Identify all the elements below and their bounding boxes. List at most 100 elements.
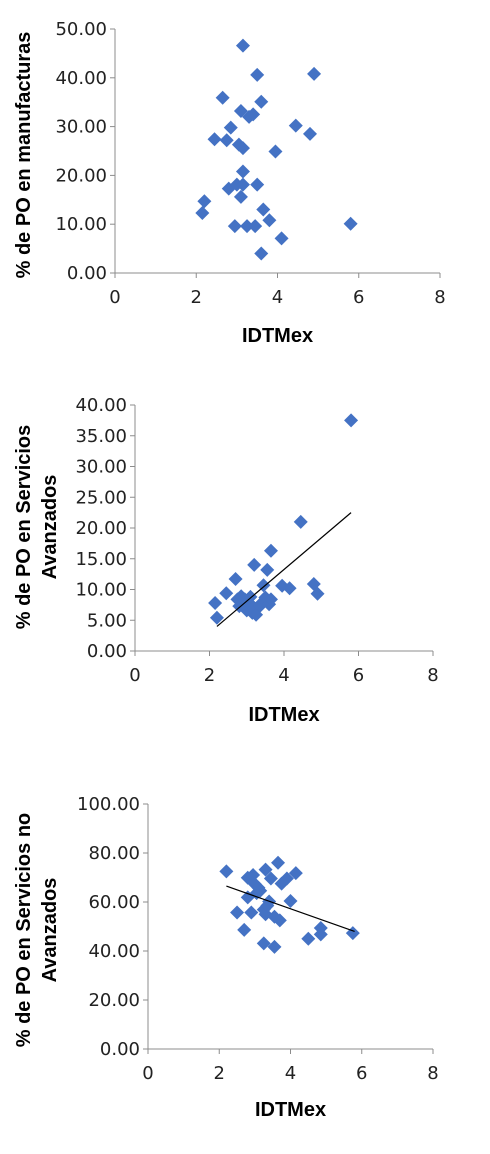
data-point-marker: [235, 177, 250, 192]
data-point-marker: [343, 216, 358, 231]
data-point-marker: [246, 107, 261, 122]
y-tick-label: 20.00: [75, 518, 127, 539]
data-point-marker: [260, 562, 275, 577]
data-point-marker: [235, 38, 250, 53]
y-axis-title: % de PO en Servicios no: [13, 813, 35, 1048]
x-axis-title: IDTMex: [255, 1099, 326, 1121]
y-tick-label: 10.00: [55, 214, 107, 235]
data-point-marker: [256, 936, 271, 951]
x-tick-label: 0: [142, 1063, 153, 1084]
data-point-marker: [228, 572, 243, 587]
data-point-marker: [283, 894, 298, 909]
y-tick-label: 0.00: [67, 263, 107, 284]
x-axis-title: IDTMex: [242, 325, 313, 347]
y-tick-label: 35.00: [75, 426, 127, 447]
data-point-marker: [256, 578, 271, 593]
data-point-marker: [288, 118, 303, 133]
data-point-marker: [253, 883, 268, 898]
x-tick-label: 6: [356, 1063, 367, 1084]
data-point-marker: [345, 926, 360, 941]
data-point-marker: [256, 202, 271, 217]
data-point-marker: [209, 610, 224, 625]
data-point-marker: [230, 905, 245, 920]
data-point-marker: [301, 931, 316, 946]
y-tick-label: 30.00: [55, 117, 107, 138]
data-point-marker: [240, 219, 255, 234]
data-point-marker: [293, 514, 308, 529]
x-tick-label: 0: [109, 287, 120, 308]
y-tick-label: 30.00: [75, 457, 127, 478]
data-point-marker: [244, 905, 259, 920]
y-tick-label: 10.00: [75, 580, 127, 601]
data-point-marker: [235, 164, 250, 179]
y-axis-title: Avanzados: [39, 878, 61, 983]
trend-line: [216, 512, 352, 627]
scatter-chart-3: 0.00 20.00 40.00 60.00 80.00 100.00 0 2 4 6 8 IDTMe…: [13, 794, 439, 1121]
data-point-marker: [262, 213, 277, 228]
x-tick-label: 6: [353, 665, 364, 686]
y-tick-label: 40.00: [88, 941, 140, 962]
x-tick-label: 4: [278, 665, 289, 686]
data-point-marker: [274, 231, 289, 246]
y-tick-label: 25.00: [75, 487, 127, 508]
data-point-marker: [227, 219, 242, 234]
data-point-marker: [219, 586, 234, 601]
data-point-marker: [271, 855, 286, 870]
y-axis-title: % de PO en manufacturas: [13, 32, 35, 279]
data-point-marker: [246, 868, 261, 883]
data-point-marker: [250, 67, 265, 82]
y-tick-label: 50.00: [55, 19, 107, 40]
x-tick-label: 2: [204, 665, 215, 686]
data-point-marker: [254, 94, 269, 109]
data-point-marker: [250, 177, 265, 192]
y-tick-label: 20.00: [55, 165, 107, 186]
data-point-marker: [307, 66, 322, 81]
scatter-chart-1: 0.00 10.00 20.00 30.00 40.00 50.00 0 2 4 6 8 IDTMex…: [13, 19, 446, 347]
data-point-marker: [313, 920, 328, 935]
data-point-marker: [197, 194, 212, 209]
data-point-marker: [303, 126, 317, 141]
data-point-marker: [233, 189, 248, 204]
data-point-marker: [272, 913, 287, 928]
data-point-marker: [219, 133, 234, 148]
x-tick-label: 4: [272, 287, 283, 308]
data-point-marker: [207, 132, 222, 147]
data-point-marker: [279, 871, 294, 886]
data-point-marker: [237, 922, 252, 937]
x-tick-label: 2: [214, 1063, 225, 1084]
x-tick-label: 6: [353, 287, 364, 308]
data-point-marker: [263, 543, 278, 558]
data-point-marker: [195, 205, 210, 220]
x-tick-label: 8: [427, 1063, 438, 1084]
y-tick-label: 15.00: [75, 549, 127, 570]
y-tick-label: 40.00: [55, 68, 107, 89]
x-tick-label: 8: [427, 665, 438, 686]
data-point-marker: [248, 219, 263, 234]
y-tick-label: 100.00: [77, 794, 140, 815]
x-tick-label: 0: [129, 665, 140, 686]
y-tick-label: 0.00: [87, 641, 127, 662]
data-point-marker: [344, 413, 359, 428]
data-point-marker: [282, 581, 297, 596]
data-point-marker: [247, 557, 262, 572]
data-point-marker: [254, 246, 269, 261]
y-axis-title: % de PO en Servicios: [13, 425, 35, 630]
x-tick-label: 4: [285, 1063, 296, 1084]
y-tick-label: 20.00: [88, 990, 140, 1011]
data-point-marker: [215, 90, 230, 105]
data-point-marker: [267, 939, 282, 954]
data-point-marker: [247, 600, 262, 615]
y-tick-label: 40.00: [75, 395, 127, 416]
data-point-marker: [258, 862, 273, 877]
x-axis-title: IDTMex: [248, 704, 319, 726]
data-point-marker: [310, 586, 325, 601]
y-tick-label: 0.00: [100, 1039, 140, 1060]
y-tick-label: 5.00: [87, 610, 127, 631]
data-point-marker: [288, 866, 303, 881]
data-point-marker: [208, 596, 223, 611]
data-point-marker: [263, 592, 278, 607]
y-axis-title: Avanzados: [39, 475, 61, 580]
y-tick-label: 80.00: [88, 843, 140, 864]
data-point-marker: [223, 120, 238, 135]
